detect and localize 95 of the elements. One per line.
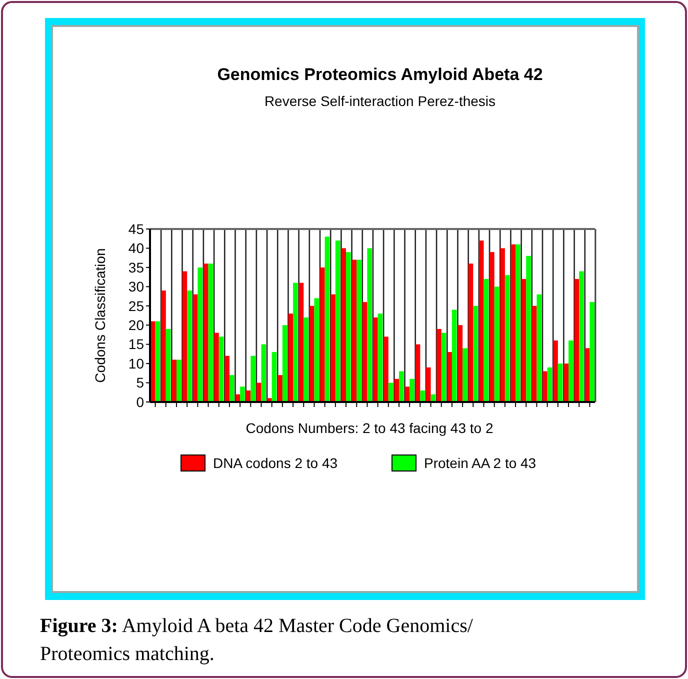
bar [330,294,336,402]
y-tick-label: 45 [128,220,144,237]
y-tick-label: 15 [128,336,144,352]
bar [532,306,537,402]
bar [282,325,288,402]
bar [261,344,266,402]
bar [584,348,590,402]
bar [490,252,494,402]
y-tick-label: 40 [128,240,144,256]
y-tick-label: 5 [136,374,144,391]
chart-subtitle: Reverse Self-interaction Perez-thesis [264,93,496,109]
bar [204,264,208,402]
bar [504,275,510,402]
bar [352,260,357,402]
bar [420,390,425,402]
y-tick-label: 0 [136,394,144,410]
bar [161,290,166,402]
bar [384,336,388,402]
bar [378,314,383,402]
bar [441,332,446,402]
y-tick-label: 20 [128,317,144,334]
bar [553,340,558,402]
bar [558,364,563,402]
bar [542,371,548,402]
bar [510,244,516,402]
bar [356,260,362,402]
y-tick-label: 30 [128,278,144,295]
bar [494,286,500,402]
caption: Figure 3: Amyloid A beta 42 Master Code Genomics/ Proteomics matching. [40,615,474,665]
chart-title: Genomics Proteomics Amyloid Abeta 42 [217,65,543,84]
bar [394,378,399,402]
bar [468,264,474,402]
bar [436,328,442,402]
bar [579,271,584,402]
bar [526,256,531,402]
bar [346,252,351,402]
bar [484,278,489,402]
bar [166,328,171,402]
bar [473,306,478,402]
bar [367,248,372,402]
bar [272,352,277,402]
bar [176,360,182,402]
bar [288,314,294,402]
bar [304,317,308,402]
bar [187,290,192,402]
bar [516,244,520,402]
bar [447,352,452,402]
bar [426,367,431,402]
bar [590,302,594,402]
bar [574,278,580,402]
bar [309,306,314,402]
bar [500,248,505,402]
bar [410,378,414,402]
bar [458,325,463,402]
bar [415,344,420,402]
bar [462,348,468,402]
bar [398,371,404,402]
bar [214,332,219,402]
bar [224,356,230,402]
x-axis-title: Codons Numbers: 2 to 43 facing 43 to 2 [246,420,494,436]
bar [192,294,198,402]
bar [536,294,542,402]
bar [564,364,569,402]
bar [198,267,202,402]
bar [373,317,378,402]
bar [452,310,457,402]
y-tick-label: 35 [128,259,144,276]
bar [362,302,368,402]
legend-label: Protein AA 2 to 43 [424,454,536,471]
bar [335,240,340,402]
bar [293,282,298,402]
bar [320,267,325,402]
bar [278,375,282,402]
bar [229,375,234,402]
bar [182,271,188,402]
bar [218,336,224,402]
bar [324,236,330,402]
bar [298,282,304,402]
bar [547,367,552,402]
bar [521,278,526,402]
bar [341,248,346,402]
legend-label: DNA codons 2 to 43 [213,454,338,471]
y-tick-label: 10 [128,355,144,372]
bar [250,356,256,402]
y-axis-title: Codons Classification [92,248,108,383]
bar [208,264,214,402]
bar [155,321,160,402]
bar [172,360,176,402]
y-tick-label: 25 [128,298,144,314]
bar [568,340,574,402]
bar [150,321,156,402]
bar [240,386,245,402]
bar [478,240,484,402]
bar [314,298,319,402]
bar [256,382,262,402]
